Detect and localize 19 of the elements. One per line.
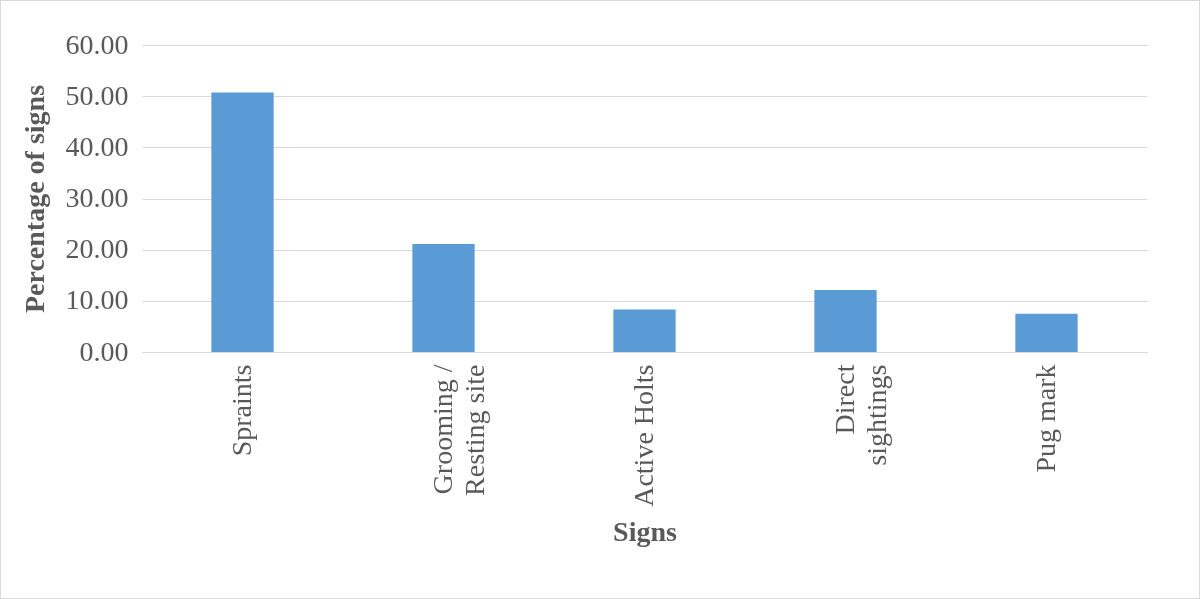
y-tick-label: 40.00 [65, 130, 129, 162]
bar [1015, 313, 1078, 352]
y-axis-title: Percentage of signs [18, 84, 50, 314]
x-tick-label: Active Holts [627, 364, 659, 507]
x-tick-label: Grooming / Resting site [426, 364, 490, 496]
y-tick-label: 20.00 [65, 233, 129, 265]
bar [613, 309, 676, 352]
bar [814, 290, 877, 352]
x-tick-label: Spraints [225, 364, 257, 457]
bar [412, 244, 475, 352]
y-tick-label: 0.00 [79, 335, 129, 367]
x-tick-label: Direct sightings [828, 364, 892, 466]
y-tick-label: 60.00 [65, 28, 129, 60]
x-tick-label: Pug mark [1029, 364, 1061, 473]
y-tick-label: 50.00 [65, 79, 129, 111]
x-axis-title: Signs [613, 515, 678, 547]
y-tick-label: 10.00 [65, 284, 129, 316]
bar [211, 92, 274, 352]
y-tick-label: 30.00 [65, 182, 129, 213]
